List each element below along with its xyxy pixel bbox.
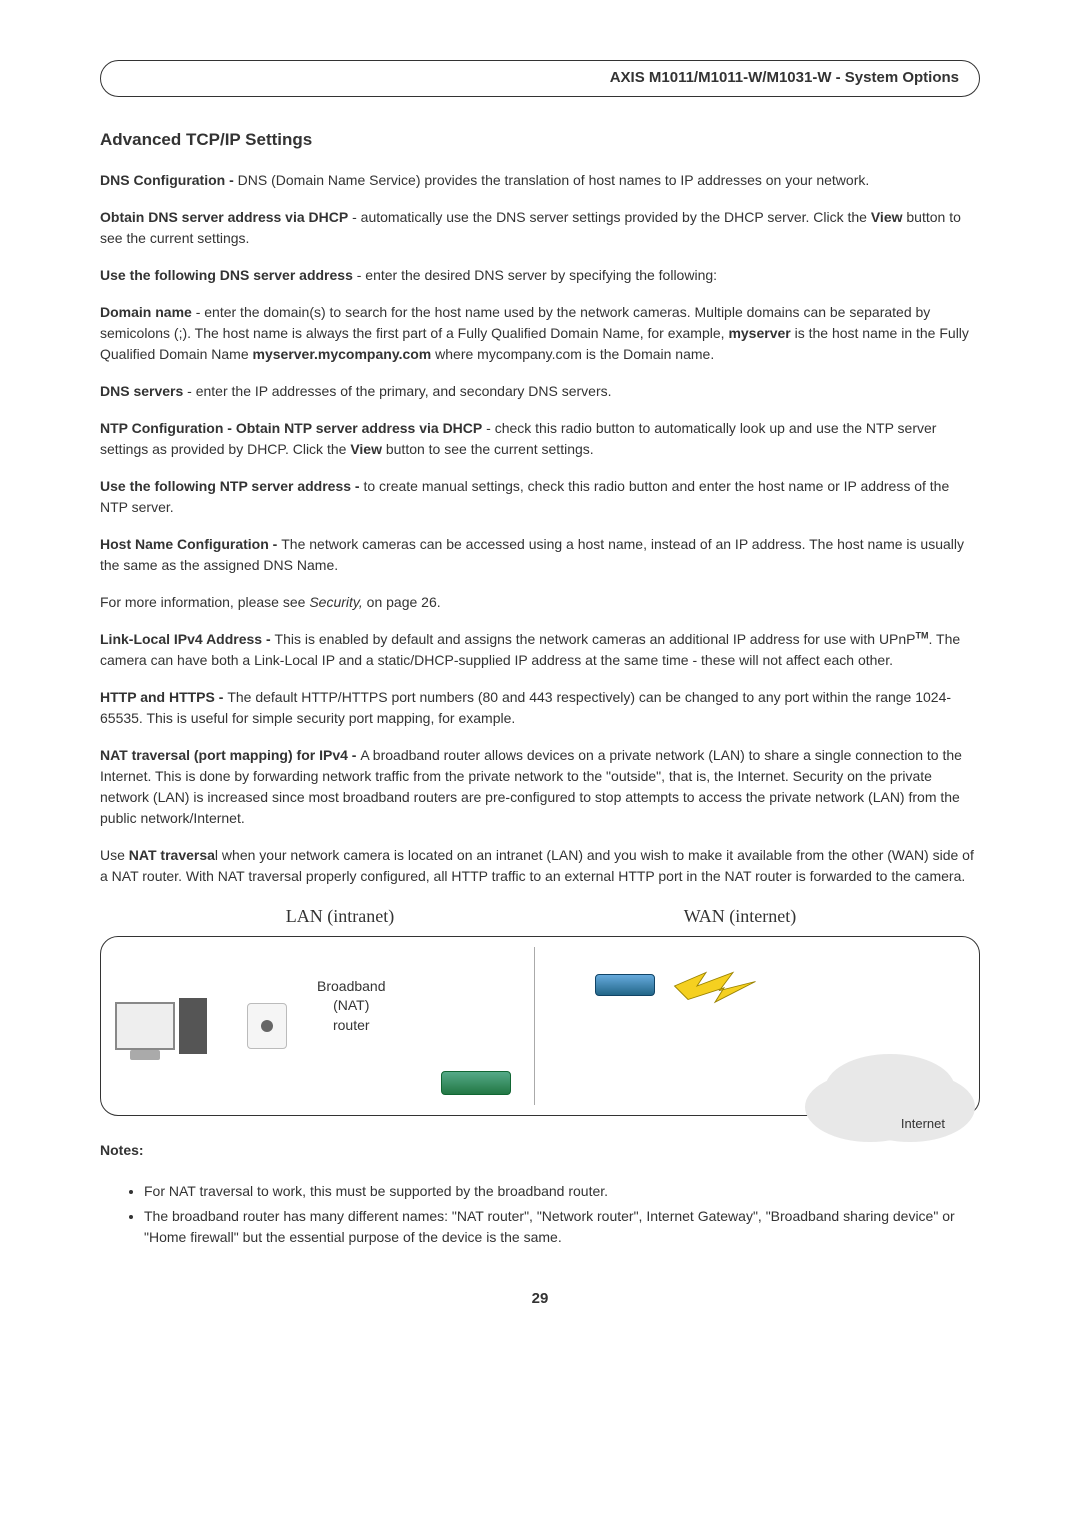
label: Link-Local IPv4 Address -: [100, 631, 275, 647]
network-diagram: LAN (intranet) WAN (internet) Broadband …: [100, 903, 980, 1116]
notes-heading: Notes:: [100, 1140, 980, 1161]
text: This is enabled by default and assigns t…: [275, 631, 916, 647]
pc-icon: [115, 998, 207, 1054]
text: on page 26.: [363, 594, 441, 610]
label: Use the following NTP server address -: [100, 478, 363, 494]
text: button to see the current settings.: [382, 441, 594, 457]
page-header: AXIS M1011/M1011-W/M1031-W - System Opti…: [100, 60, 980, 97]
paragraph-use-dns: Use the following DNS server address - e…: [100, 265, 980, 286]
label: Use the following DNS server address: [100, 267, 353, 283]
note-item: The broadband router has many different …: [144, 1206, 980, 1248]
label: Obtain DNS server address via DHCP: [100, 209, 348, 225]
text: For more information, please see: [100, 594, 309, 610]
view-label: View: [871, 209, 903, 225]
paragraph-host-name: Host Name Configuration - The network ca…: [100, 534, 980, 576]
paragraph-ntp-config: NTP Configuration - Obtain NTP server ad…: [100, 418, 980, 460]
text: The default HTTP/HTTPS port numbers (80 …: [100, 689, 951, 726]
lan-label: LAN (intranet): [140, 903, 540, 930]
paragraph-more-info: For more information, please see Securit…: [100, 592, 980, 613]
label: HTTP and HTTPS -: [100, 689, 227, 705]
lan-region: Broadband (NAT) router: [115, 947, 535, 1105]
paragraph-dns-config: DNS Configuration - DNS (Domain Name Ser…: [100, 170, 980, 191]
section-heading: Advanced TCP/IP Settings: [100, 127, 980, 153]
paragraph-link-local: Link-Local IPv4 Address - This is enable…: [100, 629, 980, 671]
router-icon: [441, 1071, 511, 1095]
sublabel: Obtain NTP server address via DHCP: [236, 420, 482, 436]
router-label: Broadband (NAT) router: [317, 977, 386, 1036]
paragraph-obtain-dns: Obtain DNS server address via DHCP - aut…: [100, 207, 980, 249]
label: DNS Configuration -: [100, 172, 238, 188]
paragraph-nat: NAT traversal (port mapping) for IPv4 - …: [100, 745, 980, 829]
text: Use: [100, 847, 129, 863]
label: DNS servers: [100, 383, 183, 399]
view-label: View: [350, 441, 382, 457]
header-title: AXIS M1011/M1011-W/M1031-W - System Opti…: [610, 69, 959, 86]
text: - enter the IP addresses of the primary,…: [183, 383, 611, 399]
camera-icon: [247, 1003, 287, 1049]
fqdn: myserver.mycompany.com: [253, 346, 432, 362]
text: where mycompany.com is the Domain name.: [431, 346, 714, 362]
label: Host Name Configuration -: [100, 536, 281, 552]
text: - enter the desired DNS server by specif…: [353, 267, 717, 283]
security-ref: Security,: [309, 594, 362, 610]
label: Domain name: [100, 304, 192, 320]
paragraph-dns-servers: DNS servers - enter the IP addresses of …: [100, 381, 980, 402]
text: l when your network camera is located on…: [100, 847, 974, 884]
label: NTP Configuration -: [100, 420, 236, 436]
text: - automatically use the DNS server setti…: [348, 209, 871, 225]
myserver: myserver: [728, 325, 790, 341]
label: NAT traversal (port mapping) for IPv4 -: [100, 747, 360, 763]
isp-icon: [595, 974, 655, 996]
note-item: For NAT traversal to work, this must be …: [144, 1181, 980, 1202]
wan-label: WAN (internet): [540, 903, 940, 930]
paragraph-domain: Domain name - enter the domain(s) to sea…: [100, 302, 980, 365]
paragraph-http: HTTP and HTTPS - The default HTTP/HTTPS …: [100, 687, 980, 729]
internet-label: Internet: [901, 1114, 945, 1134]
notes-list: For NAT traversal to work, this must be …: [144, 1181, 980, 1248]
page-number: 29: [100, 1288, 980, 1311]
tm: TM: [916, 630, 929, 640]
paragraph-nat2: Use NAT traversal when your network came…: [100, 845, 980, 887]
paragraph-use-ntp: Use the following NTP server address - t…: [100, 476, 980, 518]
lightning-icon: [670, 966, 760, 1006]
label: NAT traversa: [129, 847, 215, 863]
text: DNS (Domain Name Service) provides the t…: [238, 172, 870, 188]
